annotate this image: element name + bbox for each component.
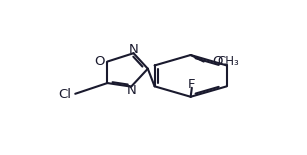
Text: O: O [212, 55, 223, 68]
Text: O: O [95, 55, 105, 68]
Text: F: F [188, 78, 196, 91]
Text: CH₃: CH₃ [218, 55, 239, 68]
Text: Cl: Cl [58, 88, 71, 101]
Text: N: N [126, 84, 136, 97]
Text: N: N [129, 43, 138, 56]
